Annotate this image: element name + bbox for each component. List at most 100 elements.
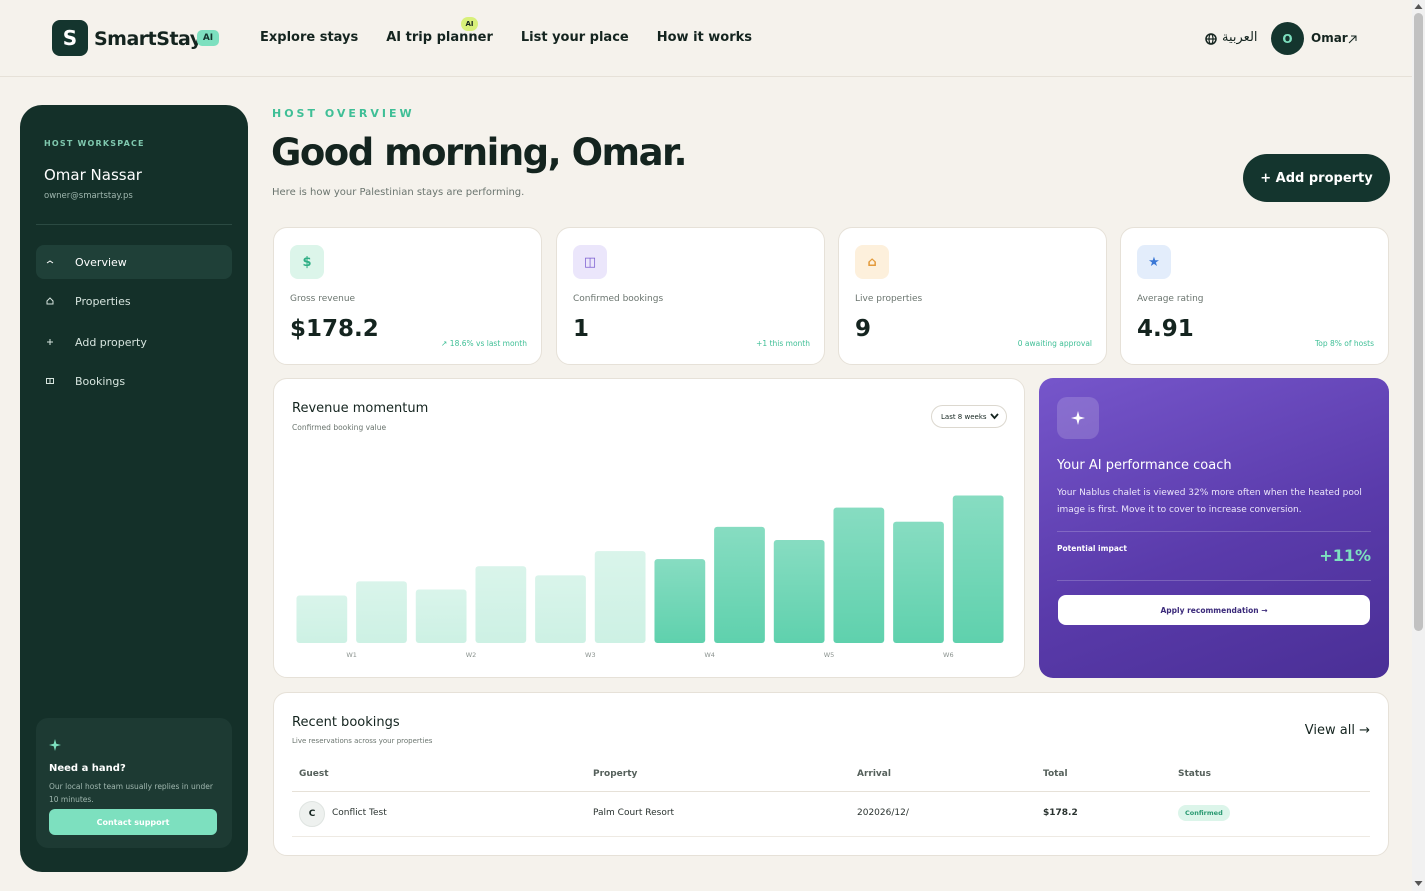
stat-card: ⌂ Live properties 9 0 awaiting approval bbox=[838, 227, 1107, 365]
range-select-label: Last 8 weeks bbox=[941, 412, 987, 421]
bar-sheen bbox=[773, 539, 825, 643]
stat-card: ★ Average rating 4.91 Top 8% of hosts bbox=[1120, 227, 1389, 365]
stat-value: $178.2 bbox=[290, 316, 379, 342]
bar-sheen bbox=[714, 526, 765, 643]
column-header: Status bbox=[1178, 769, 1211, 779]
bookings-title: Recent bookings bbox=[292, 715, 400, 730]
column-header: Guest bbox=[299, 769, 329, 779]
x-tick-label: W5 bbox=[824, 651, 835, 659]
sparkle-icon bbox=[1071, 411, 1085, 425]
menu-label: Properties bbox=[75, 294, 131, 308]
scroll-down[interactable] bbox=[1414, 880, 1423, 887]
help-card: Need a hand? Our local host team usually… bbox=[36, 718, 232, 848]
bar-sheen bbox=[356, 581, 407, 643]
help-text: Our local host team usually replies in u… bbox=[49, 782, 213, 804]
impact-label: Potential impact bbox=[1057, 544, 1127, 553]
page-subtitle: Here is how your Palestinian stays are p… bbox=[272, 187, 525, 198]
stat-icon: ⌂ bbox=[855, 245, 889, 279]
top-bar: S SmartStay AI Explore stays AI trip pla… bbox=[0, 0, 1412, 77]
avatar[interactable]: O bbox=[1271, 22, 1304, 55]
stat-note: ↗ 18.6% vs last month bbox=[441, 339, 527, 348]
bookings-subtitle: Live reservations across your properties bbox=[292, 737, 433, 745]
menu-icon bbox=[46, 260, 54, 264]
stat-label: Gross revenue bbox=[290, 294, 356, 304]
stat-label: Live properties bbox=[855, 294, 923, 304]
coach-text: Your Nablus chalet is viewed 32% more of… bbox=[1057, 488, 1362, 515]
x-tick-label: W6 bbox=[943, 651, 954, 659]
view-all-link[interactable]: View all → bbox=[1304, 723, 1370, 738]
arrival-date: 202026/12/ bbox=[857, 808, 909, 818]
guest-avatar: C bbox=[299, 801, 325, 827]
stat-icon: ★ bbox=[1137, 245, 1171, 279]
add-property-button[interactable]: + Add property bbox=[1243, 154, 1390, 202]
bar-sheen bbox=[654, 559, 706, 643]
user-name[interactable]: Omar bbox=[1311, 31, 1348, 45]
brand[interactable]: SmartStay bbox=[94, 28, 202, 50]
impact-value: +11% bbox=[1319, 546, 1371, 565]
menu-item[interactable]: Overview bbox=[36, 245, 232, 279]
menu-label: Add property bbox=[75, 335, 147, 349]
host-name: Omar Nassar bbox=[44, 166, 142, 184]
bar-sheen bbox=[594, 551, 646, 643]
stat-card: ◫ Confirmed bookings 1 +1 this month bbox=[556, 227, 825, 365]
column-header: Arrival bbox=[857, 769, 891, 779]
x-tick-label: W1 bbox=[346, 651, 357, 659]
table-rule bbox=[292, 836, 1370, 837]
stat-note: Top 8% of hosts bbox=[1314, 339, 1374, 348]
scrollbar[interactable] bbox=[1412, 0, 1425, 891]
divider bbox=[36, 224, 232, 225]
scroll-thumb[interactable] bbox=[1414, 13, 1423, 631]
range-select[interactable]: Last 8 weeks bbox=[931, 405, 1007, 428]
guest-name: Conflict Test bbox=[332, 808, 387, 818]
status-pill: Confirmed bbox=[1178, 805, 1230, 821]
bar-sheen bbox=[952, 495, 1004, 643]
column-header: Property bbox=[593, 769, 638, 779]
stat-note: +1 this month bbox=[756, 339, 810, 348]
bar-sheen bbox=[475, 566, 527, 643]
nav-link[interactable]: AI trip planner bbox=[386, 30, 493, 45]
chart-card: Revenue momentum Confirmed booking value… bbox=[273, 378, 1025, 678]
contact-button[interactable]: Contact support bbox=[49, 809, 217, 835]
nav-badge: AI bbox=[461, 17, 478, 31]
apply-button[interactable]: Apply recommendation → bbox=[1058, 595, 1370, 625]
nav-link[interactable]: Explore stays bbox=[260, 30, 359, 45]
bar-sheen bbox=[833, 507, 885, 643]
menu-label: Bookings bbox=[75, 374, 126, 388]
coach-icon-box bbox=[1057, 397, 1099, 439]
menu-item[interactable]: Add property bbox=[36, 325, 232, 359]
column-header: Total bbox=[1043, 769, 1068, 779]
chart-title: Revenue momentum bbox=[292, 401, 429, 416]
language-switch[interactable]: العربية bbox=[1222, 30, 1258, 45]
host-email: owner@smartstay.ps bbox=[44, 191, 133, 201]
menu-icon bbox=[46, 378, 54, 384]
bar-sheen bbox=[893, 521, 944, 643]
bookings-card: Recent bookings Live reservations across… bbox=[273, 692, 1389, 856]
brand-badge: AI bbox=[197, 30, 219, 46]
nav-link[interactable]: How it works bbox=[656, 30, 753, 45]
chart-subtitle: Confirmed booking value bbox=[292, 423, 387, 432]
page-title: Good morning, Omar. bbox=[271, 131, 688, 174]
stat-value: 4.91 bbox=[1137, 316, 1194, 342]
stat-label: Average rating bbox=[1137, 294, 1204, 304]
ai-coach-card: Your AI performance coach Your Nablus ch… bbox=[1039, 378, 1389, 678]
stat-note: 0 awaiting approval bbox=[1017, 339, 1092, 348]
bar-chart: W1 W2 W3 W4 W5 W6 bbox=[296, 495, 1004, 659]
table-rule bbox=[292, 791, 1370, 792]
scroll-up[interactable] bbox=[1414, 3, 1423, 10]
logo[interactable]: S bbox=[52, 20, 88, 56]
nav-link[interactable]: List your place bbox=[520, 30, 629, 45]
booking-total: $178.2 bbox=[1043, 808, 1078, 818]
menu-item[interactable]: Properties bbox=[36, 284, 232, 318]
stat-label: Confirmed bookings bbox=[573, 294, 664, 304]
x-tick-label: W2 bbox=[466, 651, 477, 659]
divider bbox=[1057, 531, 1371, 532]
coach-title: Your AI performance coach bbox=[1057, 458, 1232, 473]
eyebrow: HOST OVERVIEW bbox=[272, 107, 415, 120]
stat-icon: $ bbox=[290, 245, 324, 279]
menu-icon bbox=[46, 297, 54, 305]
stat-value: 9 bbox=[855, 316, 872, 342]
menu-item[interactable]: Bookings bbox=[36, 364, 232, 398]
divider bbox=[1057, 580, 1371, 581]
